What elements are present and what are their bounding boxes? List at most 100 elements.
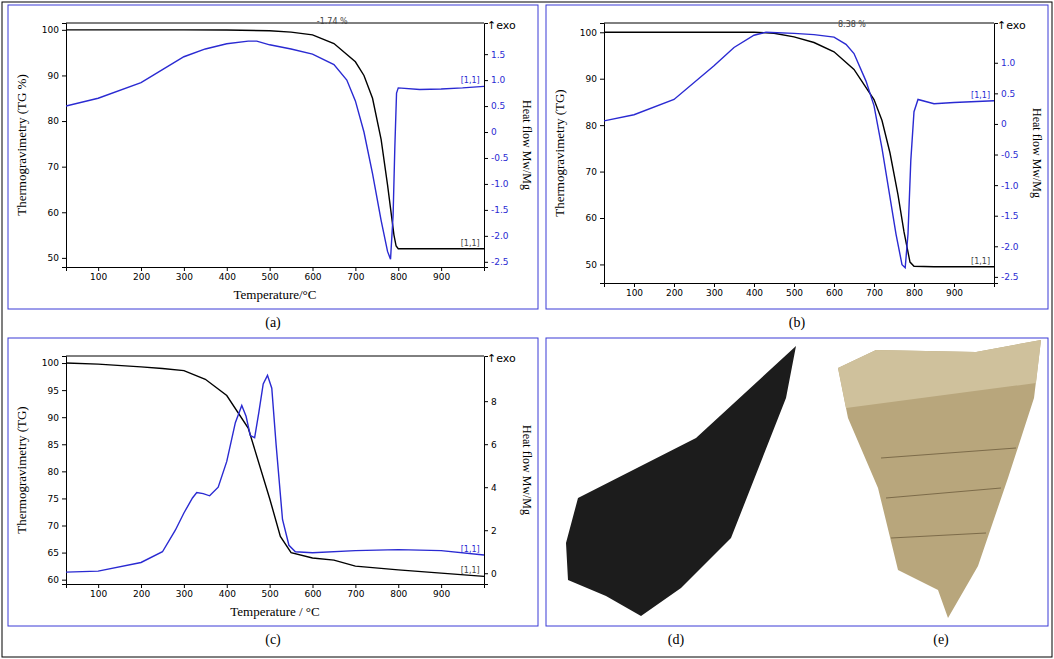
tick-mark — [484, 236, 488, 237]
tick-label: 500 — [262, 272, 279, 282]
tick-label: 60 — [586, 213, 598, 223]
tick: 900 — [946, 283, 963, 298]
tick-mark — [62, 121, 66, 122]
tick-mark — [994, 63, 998, 64]
tick: 700 — [866, 283, 883, 298]
tick-label: 50 — [48, 253, 60, 263]
tick-mark — [270, 267, 271, 271]
tick: 0.5 — [484, 101, 505, 111]
tick-label: 80 — [586, 121, 598, 131]
tick-mark — [994, 277, 998, 278]
tick-label: 80 — [48, 467, 60, 477]
tick-mark — [600, 218, 604, 219]
tick: 400 — [746, 283, 763, 298]
tick: 800 — [906, 283, 923, 298]
tick-label: 0.5 — [491, 101, 505, 111]
tick-mark — [141, 267, 142, 271]
panel-caption: (b) — [789, 315, 806, 331]
tick: 0 — [484, 569, 497, 579]
tick-label: 95 — [48, 385, 59, 395]
annotation: [1,1] — [461, 239, 480, 248]
photo-panel: (d)(e) — [546, 338, 1048, 648]
tick-mark — [600, 79, 604, 80]
tick-mark — [954, 283, 955, 287]
tick-label: 65 — [48, 548, 59, 558]
tick-mark — [600, 172, 604, 173]
tick: 100 — [90, 584, 107, 599]
axis-line — [62, 24, 67, 268]
tick: 900 — [433, 267, 450, 282]
tick-mark — [355, 584, 356, 588]
tick-mark — [714, 283, 715, 287]
tick-mark — [227, 584, 228, 588]
tick: 70 — [48, 162, 66, 172]
axis-line — [62, 357, 67, 585]
axis-line — [67, 585, 485, 589]
tick-label: -1.5 — [491, 205, 509, 215]
tick-mark — [484, 80, 488, 81]
tick-mark — [184, 267, 185, 271]
tick: 100 — [42, 358, 66, 368]
tick-label: 700 — [347, 589, 364, 599]
tick: 800 — [390, 584, 407, 599]
tick: 600 — [304, 267, 321, 282]
tick: -1.5 — [994, 211, 1019, 221]
tick-label: 1.5 — [491, 50, 505, 60]
tick-mark — [355, 267, 356, 271]
panel-caption: (c) — [265, 632, 281, 648]
y2-axis-title: Heat flow Mw/Mg — [520, 100, 534, 190]
axis: 1.00.50-0.5-1.0-1.5-2.0-2.5 — [994, 24, 1019, 284]
tick-label: 100 — [580, 28, 597, 38]
series-line — [66, 30, 484, 249]
y2-axis-title: Heat flow Mw/Mg — [1030, 108, 1044, 198]
tick-label: 100 — [626, 288, 643, 298]
axis-line — [995, 24, 999, 284]
tick-label: 90 — [586, 74, 598, 84]
tick: 0 — [484, 127, 497, 137]
y-axis-title: Thermogravimetry (TG) — [552, 89, 567, 216]
tick-label: 800 — [390, 272, 407, 282]
tick: -0.5 — [484, 153, 509, 163]
annotation: [1,1] — [461, 76, 480, 85]
tick-mark — [994, 124, 998, 125]
sample-photo — [838, 340, 1041, 618]
tick-mark — [914, 283, 915, 287]
tick-mark — [600, 32, 604, 33]
tick-mark — [98, 267, 99, 271]
tick: 700 — [347, 584, 364, 599]
tick-mark — [62, 390, 66, 391]
tick-label: 70 — [48, 162, 60, 172]
tick: 200 — [133, 584, 150, 599]
tick: 4 — [484, 483, 497, 493]
tick: -1.5 — [484, 205, 509, 215]
tick: 6 — [484, 440, 497, 450]
tick-mark — [313, 584, 314, 588]
y-axis-title: Thermogravimetry (TG) — [14, 406, 29, 533]
tick: 80 — [48, 116, 66, 126]
tick-label: 90 — [48, 413, 60, 423]
tick-label: -1.0 — [491, 179, 509, 189]
tick-label: -2.5 — [1001, 272, 1019, 282]
tick: 60 — [586, 213, 604, 223]
tick-mark — [484, 262, 488, 263]
tick: -1.0 — [994, 180, 1019, 190]
sample-layer — [881, 448, 1016, 458]
tick-label: 700 — [866, 288, 883, 298]
tick-label: 900 — [433, 589, 450, 599]
tick-label: 70 — [586, 167, 598, 177]
tick-mark — [62, 498, 66, 499]
tick: 75 — [48, 494, 66, 504]
tick-label: 70 — [48, 521, 60, 531]
tick-label: -0.5 — [491, 153, 509, 163]
plot-area — [66, 30, 484, 259]
tick: -1.0 — [484, 179, 509, 189]
y-axis-title: Thermogravimetry (TG %) — [14, 74, 29, 216]
x-axis-title: Temperature / °C — [230, 604, 319, 619]
tick-label: 800 — [906, 288, 923, 298]
panel-frame — [546, 5, 1048, 309]
series-line — [66, 375, 484, 572]
tick-mark — [62, 212, 66, 213]
tick-label: 50 — [586, 260, 598, 270]
tick-label: 6 — [491, 440, 497, 450]
axis-line — [605, 284, 995, 288]
